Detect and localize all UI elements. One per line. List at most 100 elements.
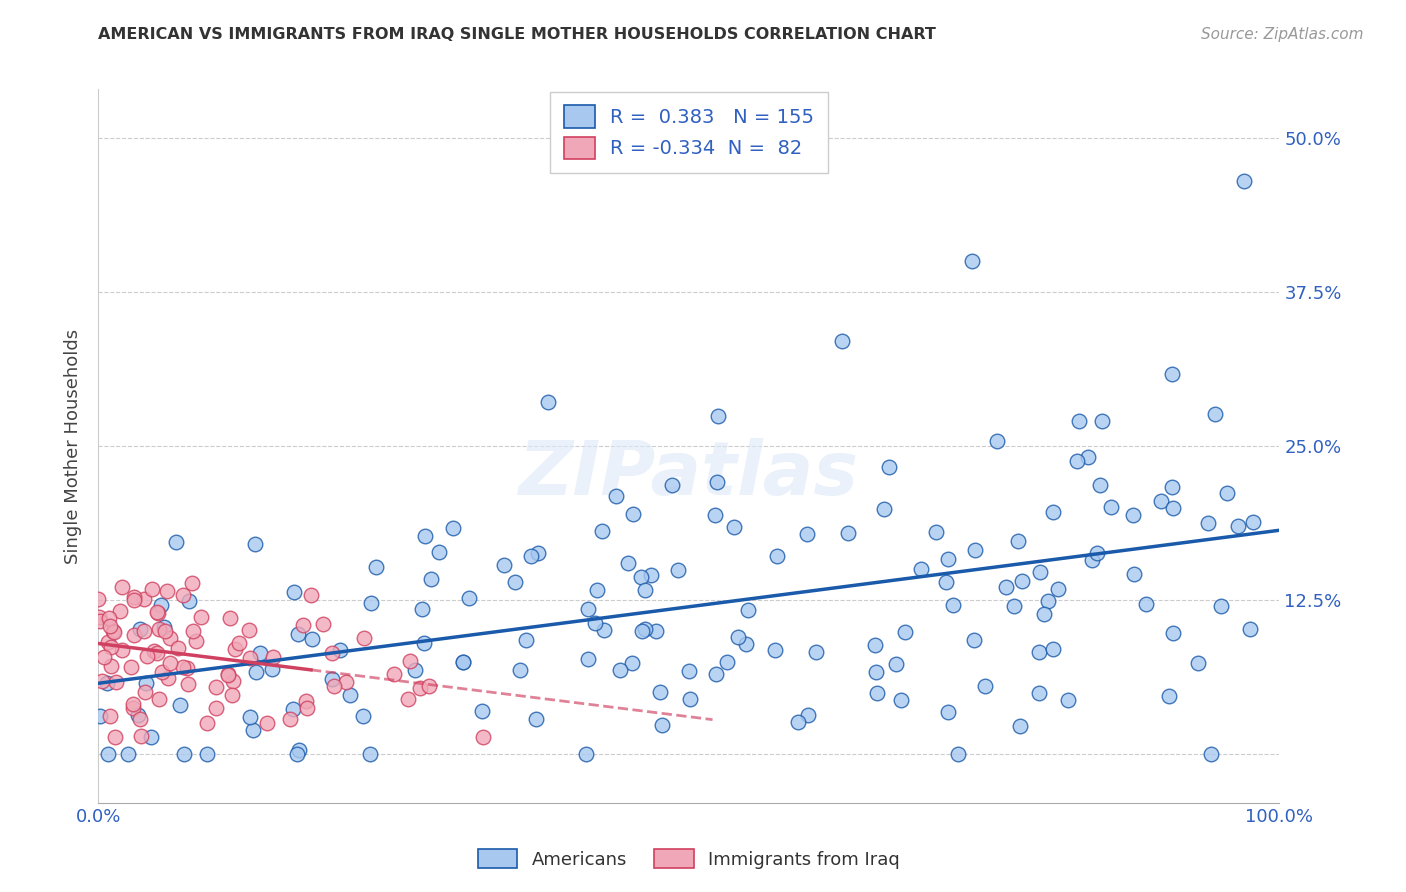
Point	[942, 599, 965, 613]
Point	[398, 654, 420, 668]
Point	[323, 679, 346, 693]
Point	[366, 560, 388, 574]
Point	[451, 656, 474, 670]
Point	[278, 712, 301, 726]
Point	[1047, 582, 1070, 596]
Point	[723, 520, 745, 534]
Point	[312, 617, 335, 632]
Point	[169, 698, 191, 712]
Point	[89, 614, 111, 628]
Point	[866, 686, 889, 700]
Point	[97, 634, 120, 648]
Point	[766, 549, 789, 563]
Point	[515, 632, 537, 647]
Point	[934, 574, 956, 589]
Point	[165, 535, 187, 549]
Point	[716, 655, 738, 669]
Point	[524, 712, 547, 726]
Point	[796, 527, 818, 541]
Point	[396, 692, 419, 706]
Point	[97, 747, 120, 761]
Legend: Americans, Immigrants from Iraq: Americans, Immigrants from Iraq	[471, 842, 907, 876]
Point	[616, 556, 638, 570]
Point	[245, 665, 267, 679]
Point	[1091, 414, 1114, 428]
Point	[1011, 574, 1033, 589]
Point	[737, 603, 759, 617]
Point	[87, 591, 110, 606]
Point	[936, 552, 959, 566]
Point	[1057, 692, 1080, 706]
Point	[176, 660, 198, 674]
Point	[413, 529, 436, 543]
Point	[111, 643, 134, 657]
Point	[537, 395, 560, 409]
Point	[1081, 553, 1104, 567]
Point	[104, 731, 127, 745]
Point	[190, 610, 212, 624]
Point	[458, 591, 481, 605]
Text: Source: ZipAtlas.com: Source: ZipAtlas.com	[1201, 27, 1364, 42]
Point	[418, 679, 440, 693]
Point	[295, 700, 318, 714]
Point	[621, 507, 644, 521]
Point	[172, 660, 194, 674]
Point	[1099, 500, 1122, 514]
Point	[634, 583, 657, 598]
Point	[1233, 174, 1256, 188]
Point	[121, 701, 143, 715]
Point	[651, 718, 673, 732]
Point	[299, 588, 322, 602]
Point	[1204, 407, 1226, 421]
Point	[159, 657, 181, 671]
Point	[148, 622, 170, 636]
Point	[706, 475, 728, 489]
Point	[634, 623, 657, 637]
Point	[796, 708, 818, 723]
Point	[1239, 623, 1261, 637]
Point	[100, 640, 122, 654]
Point	[441, 521, 464, 535]
Point	[509, 663, 531, 677]
Point	[153, 624, 176, 638]
Point	[1036, 594, 1059, 608]
Point	[291, 618, 314, 632]
Point	[129, 622, 152, 636]
Point	[239, 709, 262, 723]
Point	[287, 626, 309, 640]
Point	[678, 664, 700, 678]
Point	[640, 568, 662, 582]
Point	[167, 641, 190, 656]
Point	[605, 489, 627, 503]
Point	[621, 656, 644, 670]
Point	[578, 651, 600, 665]
Point	[1161, 626, 1184, 640]
Point	[1209, 599, 1232, 614]
Point	[1157, 689, 1180, 703]
Point	[242, 723, 264, 738]
Point	[591, 524, 613, 538]
Point	[129, 729, 152, 743]
Point	[89, 609, 111, 624]
Point	[527, 546, 550, 560]
Point	[837, 526, 859, 541]
Point	[1135, 597, 1157, 611]
Point	[471, 704, 494, 718]
Point	[679, 691, 702, 706]
Point	[1042, 505, 1064, 519]
Point	[1161, 500, 1184, 515]
Point	[249, 646, 271, 660]
Point	[262, 662, 284, 676]
Point	[159, 631, 181, 645]
Point	[704, 667, 727, 681]
Point	[890, 692, 912, 706]
Point	[146, 606, 169, 620]
Point	[1032, 607, 1054, 621]
Point	[184, 634, 207, 648]
Point	[873, 502, 896, 516]
Point	[180, 576, 202, 591]
Point	[1002, 599, 1025, 613]
Point	[98, 619, 121, 633]
Point	[135, 648, 157, 663]
Point	[359, 747, 381, 761]
